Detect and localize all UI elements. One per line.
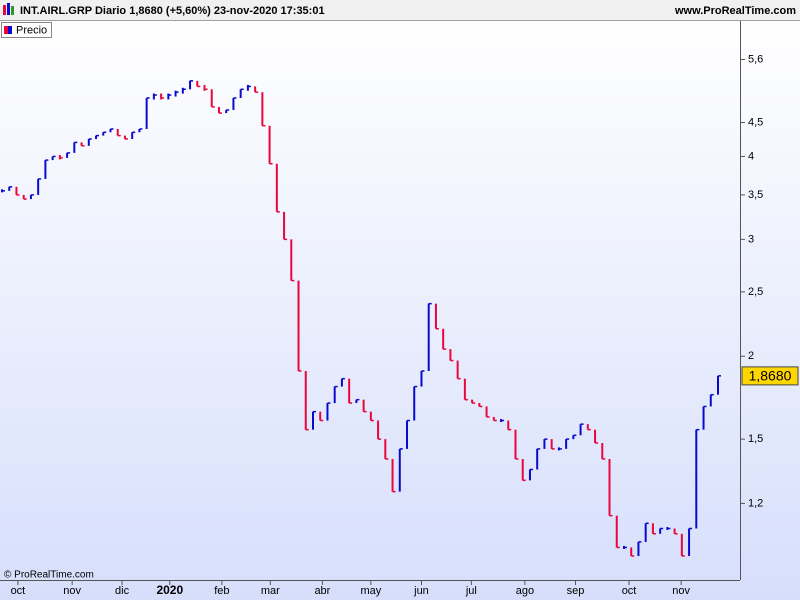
x-tick-label: jul [465,585,477,597]
x-tick-label: nov [63,585,81,597]
plot-background [0,20,800,600]
x-tick-label: oct [11,585,26,597]
x-tick-label: jun [413,585,429,597]
x-tick-label: nov [672,585,690,597]
y-tick-label: 4,5 [748,116,763,128]
header-icon [7,3,10,15]
y-tick-label: 3,5 [748,189,763,201]
y-tick-label: 2,5 [748,286,763,298]
y-tick-label: 1,2 [748,497,763,509]
y-tick-label: 5,6 [748,53,763,65]
y-tick-label: 4 [748,150,754,162]
legend-icon [4,26,8,34]
header-icon [3,5,6,15]
x-tick-label: mar [261,585,280,597]
last-price-label: 1,8680 [749,368,792,384]
x-tick-label: sep [567,585,585,597]
x-tick-label: oct [622,585,637,597]
y-tick-label: 1,5 [748,433,763,445]
x-tick-label: 2020 [156,583,183,597]
chart-title: INT.AIRL.GRP Diario 1,8680 (+5,60%) 23-n… [20,5,325,17]
x-tick-label: feb [214,585,229,597]
source: www.ProRealTime.com [674,5,796,17]
last-price-box [741,366,799,386]
y-tick-label: 2 [748,350,754,362]
legend-box [1,22,52,38]
header-bar [0,0,800,20]
x-tick-label: dic [115,585,130,597]
legend-label: Precio [16,24,47,36]
y-tick-label: 3 [748,233,754,245]
copyright: © ProRealTime.com [4,570,94,581]
x-tick-label: abr [314,585,330,597]
legend-icon [8,26,12,34]
header-icon [11,6,14,15]
x-tick-label: may [360,585,381,597]
x-tick-label: ago [516,585,534,597]
